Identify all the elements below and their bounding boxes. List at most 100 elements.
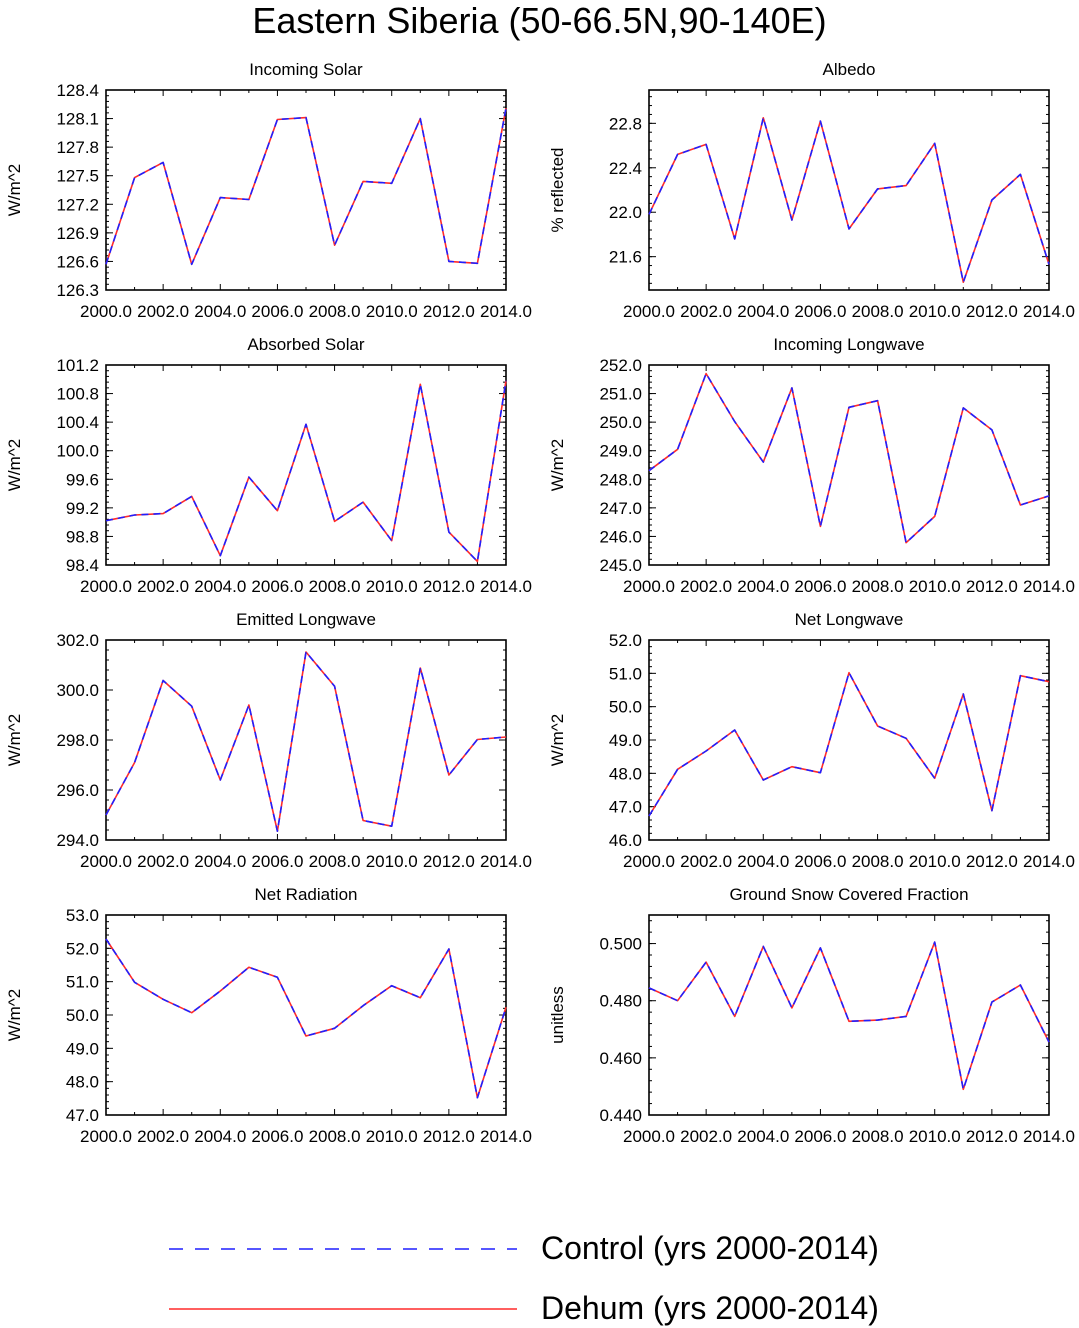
y-tick-label: 298.0	[56, 731, 99, 750]
legend-control-swatch	[169, 1248, 517, 1250]
x-tick-label: 2002.0	[137, 577, 189, 596]
y-tick-label: 251.0	[599, 385, 642, 404]
x-tick-label: 2008.0	[852, 1127, 904, 1146]
x-tick-label: 2010.0	[909, 302, 961, 321]
x-tick-label: 2014.0	[480, 577, 532, 596]
x-tick-label: 2014.0	[480, 302, 532, 321]
y-tick-label: 50.0	[609, 698, 642, 717]
x-tick-label: 2000.0	[80, 577, 132, 596]
chart-panel-2: Albedo % reflected 2000.0 2002.0 2004.0 2006.…	[548, 60, 1075, 321]
y-tick-label: 300.0	[56, 681, 99, 700]
series-line-dehum	[105, 938, 507, 1099]
x-tick-label: 2012.0	[423, 302, 475, 321]
y-axis-label: W/m^2	[548, 714, 567, 766]
x-tick-label: 2006.0	[794, 852, 846, 871]
x-tick-label: 2014.0	[1023, 1127, 1075, 1146]
x-tick-label: 2014.0	[1023, 577, 1075, 596]
y-tick-label: 21.6	[609, 248, 642, 267]
x-tick-label: 2004.0	[737, 577, 789, 596]
plot-frame	[648, 914, 1050, 1116]
series-line-control	[648, 941, 1050, 1091]
x-tick-label: 2010.0	[909, 1127, 961, 1146]
series-line-control	[105, 651, 507, 833]
y-tick-label: 49.0	[66, 1039, 99, 1058]
y-tick-label: 248.0	[599, 470, 642, 489]
y-tick-label: 252.0	[599, 356, 642, 375]
y-tick-label: 0.460	[599, 1049, 642, 1068]
x-tick-label: 2008.0	[852, 852, 904, 871]
y-tick-label: 52.0	[66, 939, 99, 958]
x-tick-label: 2002.0	[680, 852, 732, 871]
chart-panel-3: Absorbed Solar W/m^2 2000.0 2002.0 2004.0 200…	[5, 335, 532, 596]
x-tick-label: 2002.0	[680, 1127, 732, 1146]
y-axis-label: W/m^2	[5, 439, 24, 491]
y-tick-label: 53.0	[66, 906, 99, 925]
y-tick-label: 98.4	[66, 556, 99, 575]
x-tick-label: 2002.0	[137, 302, 189, 321]
x-tick-label: 2000.0	[80, 852, 132, 871]
y-tick-label: 101.2	[56, 356, 99, 375]
y-tick-label: 99.6	[66, 470, 99, 489]
x-tick-label: 2000.0	[623, 1127, 675, 1146]
y-tick-label: 296.0	[56, 781, 99, 800]
y-tick-label: 0.440	[599, 1106, 642, 1125]
x-tick-label: 2004.0	[737, 1127, 789, 1146]
y-tick-label: 99.2	[66, 499, 99, 518]
plot-frame	[105, 364, 507, 566]
x-tick-label: 2010.0	[366, 577, 418, 596]
panel-title: Albedo	[823, 60, 876, 79]
y-tick-label: 46.0	[609, 831, 642, 850]
x-tick-label: 2012.0	[423, 577, 475, 596]
x-tick-label: 2000.0	[80, 1127, 132, 1146]
series-line-control	[648, 372, 1050, 544]
y-axis-label: W/m^2	[5, 164, 24, 216]
y-tick-label: 48.0	[609, 764, 642, 783]
x-tick-label: 2006.0	[794, 1127, 846, 1146]
x-tick-label: 2004.0	[737, 302, 789, 321]
y-tick-label: 127.8	[56, 138, 99, 157]
y-tick-label: 48.0	[66, 1073, 99, 1092]
panel-title: Incoming Solar	[249, 60, 363, 79]
y-tick-label: 126.3	[56, 281, 99, 300]
x-tick-label: 2008.0	[309, 577, 361, 596]
y-tick-label: 98.8	[66, 527, 99, 546]
x-tick-label: 2004.0	[194, 852, 246, 871]
series-line-control	[105, 107, 507, 266]
series-line-dehum	[648, 941, 1050, 1091]
plot-frame	[648, 89, 1050, 291]
y-tick-label: 302.0	[56, 631, 99, 650]
series-line-dehum	[648, 372, 1050, 544]
plot-frame	[105, 639, 507, 841]
chart-panel-5: Emitted Longwave W/m^2 2000.0 2002.0 2004.0 2…	[5, 610, 532, 871]
y-tick-label: 128.1	[56, 110, 99, 129]
x-tick-label: 2012.0	[966, 302, 1018, 321]
legend-dehum-label: Dehum (yrs 2000-2014)	[541, 1290, 879, 1326]
panel-title: Ground Snow Covered Fraction	[729, 885, 968, 904]
x-tick-label: 2000.0	[80, 302, 132, 321]
x-tick-label: 2014.0	[480, 852, 532, 871]
plots-canvas: Incoming Solar W/m^2 2000.0 2002.0 2004.0 200…	[5, 60, 1075, 1146]
series-line-control	[648, 671, 1050, 817]
figure-title: Eastern Siberia (50-66.5N,90-140E)	[252, 0, 827, 41]
y-tick-label: 127.2	[56, 195, 99, 214]
x-tick-label: 2012.0	[423, 852, 475, 871]
y-tick-label: 47.0	[66, 1106, 99, 1125]
y-tick-label: 100.0	[56, 442, 99, 461]
series-line-dehum	[648, 117, 1050, 284]
x-tick-label: 2008.0	[309, 302, 361, 321]
x-tick-label: 2006.0	[794, 302, 846, 321]
y-tick-label: 49.0	[609, 731, 642, 750]
x-tick-label: 2000.0	[623, 852, 675, 871]
y-tick-label: 128.4	[56, 81, 99, 100]
x-tick-label: 2004.0	[194, 302, 246, 321]
y-tick-label: 247.0	[599, 499, 642, 518]
x-tick-label: 2006.0	[251, 577, 303, 596]
y-tick-label: 50.0	[66, 1006, 99, 1025]
y-tick-label: 127.5	[56, 167, 99, 186]
y-axis-label: % reflected	[548, 147, 567, 232]
y-tick-label: 22.4	[609, 159, 642, 178]
panel-title: Emitted Longwave	[236, 610, 376, 629]
x-tick-label: 2006.0	[251, 852, 303, 871]
x-tick-label: 2012.0	[966, 1127, 1018, 1146]
y-tick-label: 246.0	[599, 527, 642, 546]
